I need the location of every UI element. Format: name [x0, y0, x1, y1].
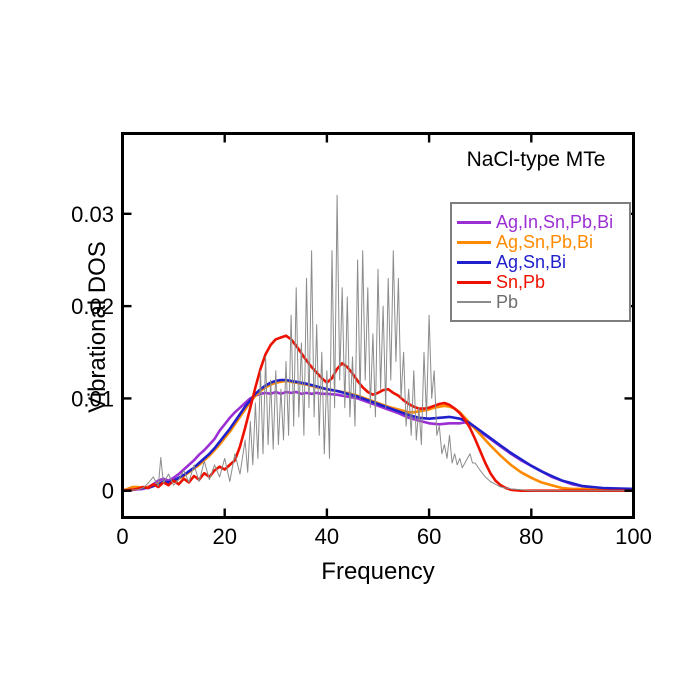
x-tick-label: 20: [212, 524, 236, 549]
x-tick-label: 80: [519, 524, 543, 549]
legend-item: Ag,Sn,Bi: [457, 252, 627, 272]
legend-swatch: [457, 280, 491, 284]
x-tick-label: 100: [615, 524, 652, 549]
x-tick-label: 40: [315, 524, 339, 549]
legend-swatch: [457, 240, 491, 244]
legend-swatch: [457, 260, 491, 264]
legend: Ag,In,Sn,Pb,Bi Ag,Sn,Pb,Bi Ag,Sn,Bi Sn,Pb Pb: [450, 202, 631, 322]
x-tick-label: 0: [116, 524, 128, 549]
curve-ag-sn-pb-bi: [121, 379, 635, 493]
legend-label: Ag,Sn,Bi: [496, 252, 567, 272]
y-tick-label: 0: [102, 479, 114, 504]
y-tick-label: 0.01: [71, 386, 114, 411]
legend-label: Ag,In,Sn,Pb,Bi: [496, 212, 614, 232]
chart-title: NaCl-type MTe: [466, 148, 606, 171]
y-tick-label: 0.02: [71, 294, 114, 319]
legend-swatch: [457, 220, 491, 224]
legend-label: Pb: [496, 292, 519, 312]
legend-label: Sn,Pb: [496, 272, 546, 292]
y-tick-label: 0.03: [71, 202, 114, 227]
curve-pb: [122, 194, 634, 492]
legend-swatch: [457, 301, 491, 303]
curve-ag-in-sn-pb-bi: [121, 390, 635, 492]
legend-label: Ag,Sn,Pb,Bi: [496, 232, 594, 252]
legend-item: Pb: [457, 292, 627, 312]
curve-sn-pb: [121, 334, 635, 493]
legend-item: Sn,Pb: [457, 272, 627, 292]
plot-frame: [121, 132, 635, 519]
curve-ag-sn-bi: [121, 378, 635, 493]
x-tick-label: 60: [417, 524, 441, 549]
y-axis-title: Vibrational DOS: [84, 241, 111, 413]
x-axis-title: Frequency: [321, 558, 435, 585]
legend-item: Ag,In,Sn,Pb,Bi: [457, 212, 627, 232]
legend-item: Ag,Sn,Pb,Bi: [457, 232, 627, 252]
